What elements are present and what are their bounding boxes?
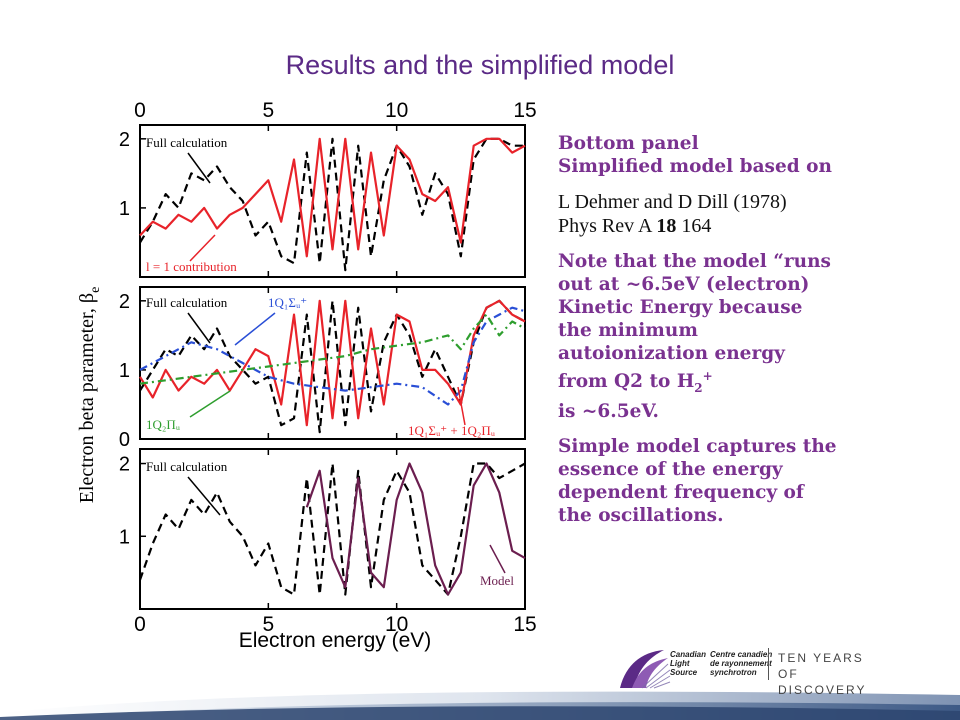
y-tick-label: 2: [119, 129, 130, 151]
series-line: [138, 462, 526, 596]
logo-canadian: Canadian: [670, 650, 707, 659]
y-tick-label: 1: [119, 198, 130, 220]
x-tick-label: 5: [262, 99, 274, 122]
logo-divider: [768, 648, 769, 680]
annotation-arrow: [234, 312, 276, 346]
annotation-arrow: [189, 390, 231, 418]
x-tick-label: 10: [385, 613, 408, 636]
annotation-arrow: [187, 476, 221, 516]
beta-parameter-figure: Electron beta parameter, βe Electron ene…: [76, 99, 537, 652]
panel-annotation: 1Q₁Σᵤ⁺: [268, 295, 307, 310]
x-axis-label: Electron energy (eV): [239, 629, 432, 652]
annotation-arrow: [489, 544, 506, 574]
logo-centre2: de rayonnement: [710, 659, 772, 668]
annotation-arrow: [187, 152, 211, 184]
panel-annotation: 1Q₂Πᵤ: [146, 417, 180, 432]
logo-discovery: OF DISCOVERY: [778, 667, 867, 697]
panel-frame: [139, 286, 526, 440]
reference: L Dehmer and D Dill (1978) Phys Rev A 18…: [558, 190, 903, 238]
footer-swoosh: [0, 691, 960, 720]
y-tick-label: 0: [119, 429, 130, 451]
y-tick-label: 2: [119, 291, 130, 313]
note-line: from Q2 to H: [558, 371, 695, 393]
annotation-arrow: [189, 234, 216, 262]
x-tick-label: 15: [513, 99, 536, 122]
x-tick-label: 10: [385, 99, 408, 122]
annotation-arrow: [457, 386, 466, 426]
y-axis-label-text: Electron beta parameter, β: [76, 293, 98, 503]
y-tick-label: 1: [119, 526, 130, 548]
panel-annotation: Full calculation: [146, 295, 228, 310]
note-line: is ~6.5eV.: [558, 400, 659, 422]
y-axis-label: Electron beta parameter, βe: [76, 287, 103, 504]
note-subscript: 2: [694, 380, 703, 395]
notes-heading: Bottom panel Simplified model based on: [558, 132, 903, 178]
summary-line: dependent frequency of: [558, 481, 804, 503]
note-line: the minimum: [558, 320, 698, 341]
summary-line: the oscillations.: [558, 504, 724, 526]
logo-centre3: synchrotron: [710, 668, 757, 677]
note-line: autoionization energy: [558, 343, 785, 364]
logo-source: Source: [670, 668, 698, 677]
series-line: [139, 137, 526, 258]
notes-heading-line2: Simplified model based on: [558, 156, 832, 177]
reference-line2-suffix: 164: [676, 215, 712, 237]
x-tick-label: 15: [513, 613, 536, 636]
panel-annotation: Full calculation: [146, 135, 228, 150]
y-axis-label-sub: e: [88, 287, 103, 293]
note-paragraph: Note that the model “runs out at ~6.5eV …: [558, 250, 903, 423]
note-line: Kinetic Energy because: [558, 297, 803, 318]
reference-line2-prefix: Phys Rev A: [558, 215, 657, 237]
note-superscript: +: [702, 369, 713, 383]
series-line: [305, 462, 526, 596]
summary-paragraph: Simple model captures the essence of the…: [558, 435, 903, 527]
series-line: [139, 137, 525, 272]
series-line: [139, 313, 526, 385]
panel-annotation: Model: [480, 573, 514, 588]
note-line: Note that the model “runs: [558, 251, 831, 272]
summary-line: essence of the energy: [558, 458, 783, 480]
y-tick-label: 2: [119, 454, 130, 476]
notes-heading-line1: Bottom panel: [558, 133, 699, 154]
reference-volume: 18: [656, 215, 677, 237]
notes-panel: Bottom panel Simplified model based on L…: [558, 132, 903, 539]
series-line: [139, 299, 526, 427]
reference-line1: L Dehmer and D Dill (1978): [558, 191, 787, 213]
summary-line: Simple model captures the: [558, 435, 837, 457]
x-tick-label: 0: [134, 613, 146, 636]
series-line: [139, 306, 526, 406]
slide-title: Results and the simplified model: [285, 50, 675, 80]
cls-logo: Canadian Light Source Centre canadien de…: [612, 640, 892, 700]
logo-light: Light: [670, 659, 690, 668]
panel-annotation: Full calculation: [146, 459, 228, 474]
annotation-arrow: [187, 312, 211, 344]
logo-centre1: Centre canadien: [710, 650, 773, 659]
panel-annotation: 1Q₁Σᵤ⁺ + 1Q₂Πᵤ: [408, 423, 495, 438]
x-tick-label: 0: [134, 99, 146, 122]
panel-frame: [139, 448, 526, 610]
panel-annotation: l = 1 contribution: [146, 259, 237, 274]
x-tick-label: 5: [262, 613, 274, 636]
note-line: out at ~6.5eV (electron): [558, 274, 810, 295]
panel-frame: [139, 124, 526, 278]
cls-logo-mark-icon: [620, 650, 671, 689]
logo-ten-years: TEN YEARS: [778, 651, 864, 665]
y-tick-label: 1: [119, 360, 130, 382]
